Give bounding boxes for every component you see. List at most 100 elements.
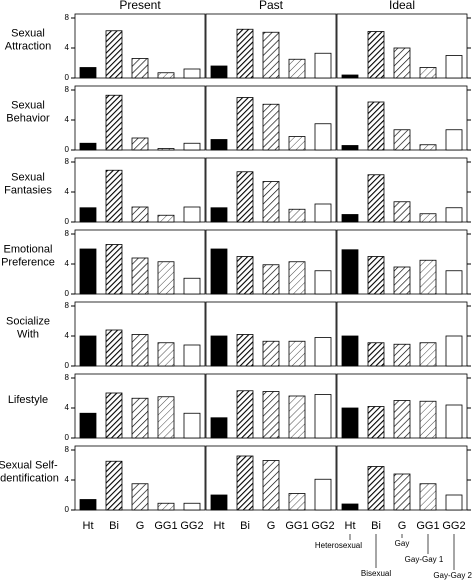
bar (445, 270, 463, 295)
category-name: Gay-Gay 1 (405, 555, 444, 564)
bar (367, 466, 385, 511)
bar (314, 52, 332, 79)
bar (157, 148, 175, 151)
bar (314, 123, 332, 151)
bar (314, 203, 332, 223)
bar (157, 502, 175, 511)
x-tick-label: Bi (371, 520, 381, 532)
bar (210, 248, 228, 295)
bar (210, 417, 228, 439)
row-label: Attraction (5, 40, 51, 52)
bar (445, 55, 463, 79)
bar (131, 397, 149, 439)
bar (445, 404, 463, 439)
bar (393, 129, 411, 151)
bar (262, 460, 280, 511)
x-tick-label: GG2 (180, 520, 203, 532)
bar (367, 342, 385, 367)
y-tick-label: 0 (65, 289, 70, 298)
bar (367, 406, 385, 439)
bar (419, 67, 437, 79)
row-label: Sexual (11, 27, 45, 39)
bar (288, 340, 306, 367)
bar (210, 139, 228, 151)
y-tick-label: 8 (65, 157, 70, 166)
bar (131, 334, 149, 367)
bar (236, 256, 254, 295)
bar (367, 174, 385, 223)
bar (236, 97, 254, 151)
bar (341, 74, 359, 79)
column-title: Past (259, 0, 284, 12)
bar (131, 206, 149, 223)
bar (262, 391, 280, 439)
bar (262, 103, 280, 151)
y-tick-label: 0 (65, 505, 70, 514)
bar (236, 28, 254, 79)
bar (419, 400, 437, 439)
y-tick-label: 0 (65, 73, 70, 82)
bar (367, 256, 385, 295)
bar (157, 261, 175, 295)
category-name: Gay-Gay 2 (433, 571, 472, 580)
row-label: Lifestyle (8, 394, 48, 406)
bar (445, 207, 463, 223)
bar (157, 72, 175, 79)
y-tick-label: 8 (65, 445, 70, 454)
category-name: Heterosexual (315, 541, 362, 550)
bar (341, 145, 359, 151)
bar (419, 144, 437, 151)
bar (79, 67, 97, 79)
bar (236, 390, 254, 439)
x-tick-label: Ht (214, 520, 225, 532)
bar (105, 329, 123, 367)
bar (393, 47, 411, 79)
bar (367, 31, 385, 79)
x-tick-label: G (136, 520, 145, 532)
bar (131, 137, 149, 151)
y-tick-label: 4 (65, 259, 70, 268)
bar (445, 129, 463, 151)
bar (183, 502, 201, 511)
bar (314, 394, 332, 439)
bar (79, 499, 97, 511)
row-label: Socialize (6, 315, 50, 327)
bar (314, 478, 332, 511)
y-tick-label: 4 (65, 403, 70, 412)
bar (341, 214, 359, 223)
row-label: Emotional (4, 243, 53, 255)
x-tick-label: Bi (240, 520, 250, 532)
bar (445, 494, 463, 511)
bar (79, 142, 97, 151)
y-tick-label: 8 (65, 373, 70, 382)
bar (262, 31, 280, 79)
bar (288, 208, 306, 223)
row-label: Sexual (11, 99, 45, 111)
x-tick-label: GG2 (442, 520, 465, 532)
bar (419, 483, 437, 511)
y-tick-label: 8 (65, 85, 70, 94)
bar (341, 407, 359, 439)
bar (210, 335, 228, 367)
y-tick-label: 4 (65, 187, 70, 196)
y-tick-label: 4 (65, 475, 70, 484)
bar (131, 483, 149, 511)
bar (157, 214, 175, 223)
x-tick-label: G (267, 520, 276, 532)
bar (183, 344, 201, 367)
bar (183, 206, 201, 223)
y-tick-label: 8 (65, 301, 70, 310)
bar (419, 213, 437, 223)
bar (314, 337, 332, 367)
bar (210, 207, 228, 223)
column-title: Present (119, 0, 161, 12)
bar (236, 334, 254, 367)
x-tick-label: G (398, 520, 407, 532)
x-tick-label: GG1 (285, 520, 308, 532)
bar (183, 277, 201, 295)
bar (262, 264, 280, 295)
bar (105, 30, 123, 79)
bar (393, 400, 411, 439)
bar (341, 503, 359, 511)
